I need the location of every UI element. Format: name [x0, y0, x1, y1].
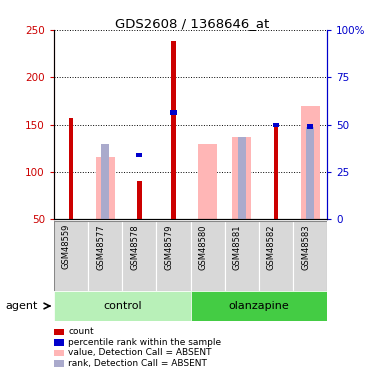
Bar	[54, 221, 88, 291]
Bar	[273, 123, 279, 127]
Bar	[301, 106, 320, 219]
Bar	[101, 144, 109, 219]
Bar	[122, 221, 156, 291]
Text: GSM48559: GSM48559	[62, 224, 71, 269]
Bar	[137, 180, 142, 219]
Bar	[238, 137, 246, 219]
Bar	[96, 157, 115, 219]
Bar	[259, 221, 293, 291]
Bar	[198, 144, 217, 219]
Text: percentile rank within the sample: percentile rank within the sample	[68, 338, 221, 347]
Bar	[274, 124, 278, 219]
Text: GSM48577: GSM48577	[96, 224, 105, 270]
Bar	[306, 127, 314, 219]
Text: value, Detection Call = ABSENT: value, Detection Call = ABSENT	[68, 348, 212, 357]
Text: rank, Detection Call = ABSENT: rank, Detection Call = ABSENT	[68, 359, 207, 368]
Bar	[88, 221, 122, 291]
Bar	[136, 153, 142, 157]
Bar	[307, 124, 313, 129]
Text: agent: agent	[6, 302, 38, 311]
Bar	[225, 221, 259, 291]
Bar	[171, 41, 176, 219]
Bar	[156, 221, 191, 291]
Text: GDS2608 / 1368646_at: GDS2608 / 1368646_at	[116, 17, 270, 30]
Bar	[233, 137, 251, 219]
Text: olanzapine: olanzapine	[229, 301, 289, 311]
Text: GSM48580: GSM48580	[199, 224, 208, 270]
Text: control: control	[103, 301, 142, 311]
Bar	[54, 291, 191, 321]
Text: GSM48583: GSM48583	[301, 224, 310, 270]
Text: GSM48582: GSM48582	[267, 224, 276, 270]
Bar	[69, 118, 73, 219]
Bar	[293, 221, 327, 291]
Text: GSM48579: GSM48579	[164, 224, 174, 270]
Text: GSM48581: GSM48581	[233, 224, 242, 270]
Bar	[171, 110, 177, 114]
Bar	[191, 221, 225, 291]
Text: GSM48578: GSM48578	[130, 224, 139, 270]
Text: count: count	[68, 327, 94, 336]
Bar	[191, 291, 327, 321]
